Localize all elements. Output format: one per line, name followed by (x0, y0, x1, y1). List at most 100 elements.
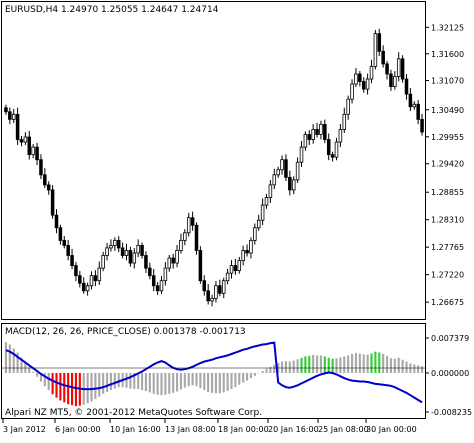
macd-histogram (4, 342, 424, 407)
candle-body (334, 141, 339, 158)
candle-body (78, 275, 82, 284)
candle-body (85, 285, 90, 292)
candle-body (260, 204, 265, 221)
candle-body (179, 239, 183, 251)
time-axis: 3 Jan 2012 6 Jan 00:00 10 Jan 16:00 13 Jan … (2, 419, 417, 434)
candle-body (338, 129, 343, 143)
time-tick-label: 3 Jan 2012 (3, 425, 46, 434)
candle-body (116, 239, 121, 249)
candle-body (288, 176, 292, 191)
candle-body (280, 159, 284, 171)
candle-body (109, 245, 113, 249)
candle-body (136, 245, 140, 254)
candle-body (27, 136, 32, 156)
macd-signal-line (5, 341, 423, 404)
candle-body (89, 275, 94, 287)
candle-body (128, 250, 133, 264)
candle-body (140, 245, 144, 256)
candle-body (291, 179, 296, 191)
candle-body (46, 184, 51, 191)
candle-body (39, 159, 43, 176)
candle-body (66, 245, 70, 256)
candle-body (4, 107, 8, 113)
candle-body (393, 76, 397, 87)
candle-body (23, 136, 28, 143)
candlestick-series (4, 28, 424, 307)
candle-body (253, 227, 257, 241)
candle-body (346, 98, 350, 115)
candle-body (389, 73, 393, 87)
candle-body (221, 280, 226, 294)
candle-body (198, 250, 203, 282)
candle-body (113, 239, 117, 246)
candle-body (124, 250, 129, 256)
candle-body (218, 285, 222, 294)
price-tick-label: 1.31070 (431, 77, 464, 86)
symbol-header: EURUSD,H4 1.24970 1.25055 1.24647 1.2471… (5, 5, 219, 15)
time-tick-label: 13 Jan 08:00 (165, 425, 216, 434)
candle-body (385, 63, 389, 75)
time-tick-label: 25 Jan 08:00 (318, 425, 369, 434)
candle-body (81, 282, 86, 292)
macd-tick-label: 0.000000 (431, 369, 469, 378)
candle-body (237, 260, 242, 272)
candle-body (93, 275, 98, 282)
candle-body (194, 224, 199, 251)
candle-body (245, 250, 249, 254)
price-axis: 1.32125 1.31600 1.31070 1.30490 1.29955 1.294… (425, 23, 464, 307)
candle-body (396, 58, 401, 77)
price-tick-label: 1.26675 (431, 298, 464, 307)
macd-header: MACD(12, 26, 26, PRICE_CLOSE) 0.001378 -… (5, 327, 246, 337)
price-panel-frame (1, 1, 426, 320)
candle-body (408, 93, 413, 108)
candle-body (101, 255, 105, 269)
candle-body (358, 73, 362, 82)
candle-body (8, 111, 12, 120)
candle-body (416, 103, 420, 120)
candle-body (420, 118, 424, 133)
candle-body (361, 81, 366, 90)
candle-body (373, 33, 378, 67)
candle-body (97, 267, 102, 282)
candle-body (15, 113, 20, 140)
candle-body (11, 113, 16, 120)
candle-body (249, 239, 253, 254)
candle-body (350, 83, 354, 100)
price-tick-label: 1.27765 (431, 243, 464, 252)
candle-body (105, 247, 109, 256)
price-tick-label: 1.32125 (431, 23, 464, 32)
price-tick-label: 1.31600 (431, 50, 464, 59)
candle-body (326, 139, 331, 156)
candle-body (210, 297, 214, 302)
candle-body (307, 134, 312, 140)
candle-body (330, 154, 335, 158)
price-tick-label: 1.28310 (431, 216, 464, 225)
candle-body (365, 78, 370, 90)
candle-body (186, 217, 191, 234)
candle-body (31, 146, 35, 156)
candle-body (233, 265, 238, 272)
candle-body (62, 239, 67, 246)
price-tick-label: 1.29955 (431, 133, 464, 142)
candle-body (175, 250, 179, 264)
time-tick-label: 6 Jan 00:00 (55, 425, 101, 434)
candle-body (225, 272, 230, 282)
candle-body (284, 159, 288, 178)
candle-body (319, 124, 323, 135)
price-tick-label: 1.30490 (431, 106, 464, 115)
candle-body (381, 50, 385, 65)
candle-body (190, 217, 195, 226)
candle-body (206, 290, 210, 302)
candle-body (54, 214, 59, 229)
candle-body (276, 169, 280, 176)
time-tick-label: 20 Jan 16:00 (268, 425, 319, 434)
candle-body (171, 257, 175, 264)
candle-body (19, 139, 24, 143)
macd-tick-label: 0.007379 (431, 334, 469, 343)
candle-body (120, 247, 125, 256)
candle-body (400, 58, 405, 80)
candle-body (369, 66, 374, 80)
time-tick-label: 10 Jan 16:00 (110, 425, 161, 434)
